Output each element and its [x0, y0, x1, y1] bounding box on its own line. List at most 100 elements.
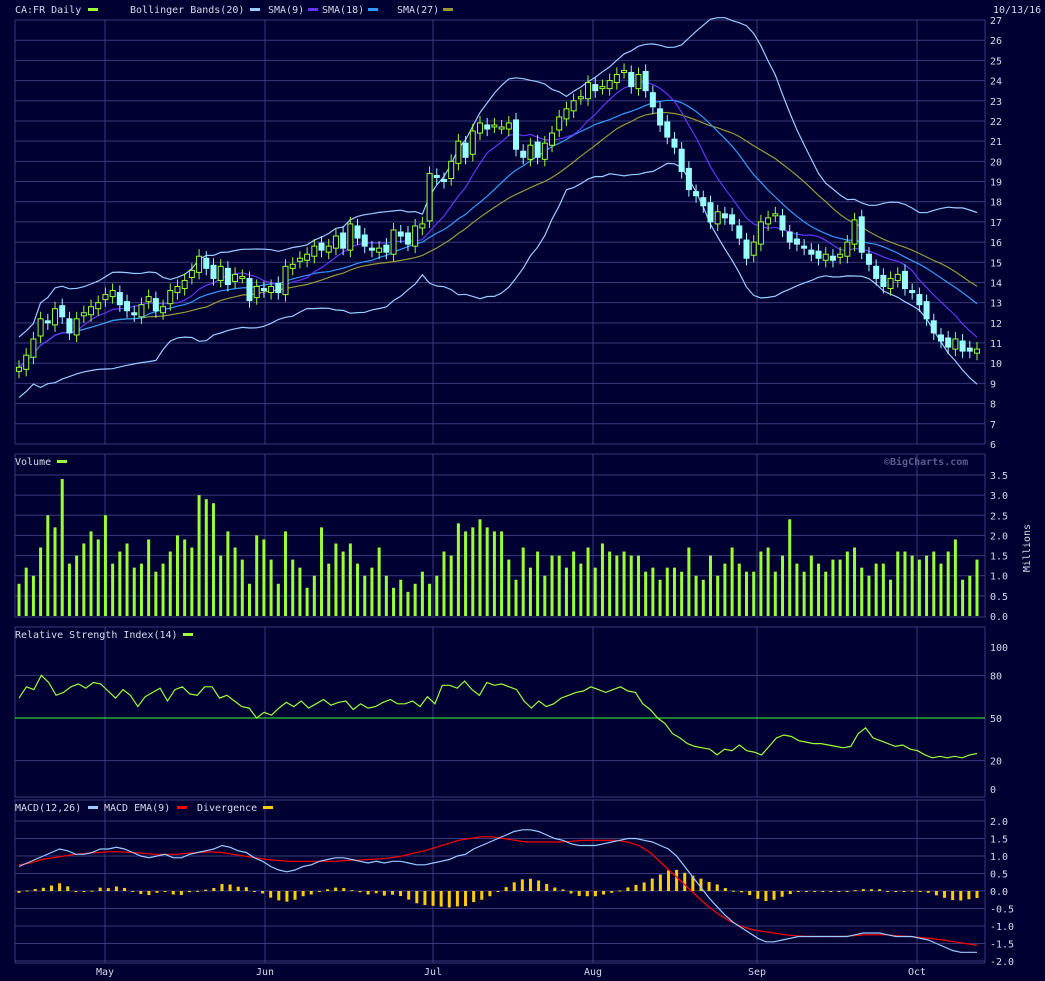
candle-body: [390, 229, 397, 255]
volume-bar: [600, 543, 604, 616]
divergence-bar: [244, 887, 248, 891]
candle-body: [138, 304, 145, 318]
volume-bar: [471, 527, 475, 616]
divergence-bar: [675, 869, 679, 891]
divergence-bar: [163, 891, 167, 892]
divergence-bar: [204, 889, 208, 891]
divergence-bar: [464, 891, 468, 907]
volume-bar: [853, 547, 857, 616]
divergence-bar: [187, 891, 191, 893]
volume-bar: [579, 563, 583, 616]
volume-bar: [312, 575, 316, 616]
volume-bars: [17, 479, 979, 616]
divergence-bar: [33, 889, 37, 891]
volume-bar: [636, 555, 640, 616]
divergence-bar: [593, 891, 597, 897]
candle-body: [937, 334, 944, 342]
volume-bar: [629, 555, 633, 616]
y-tick-label: 2.0: [990, 817, 1008, 828]
volume-bar: [867, 575, 871, 616]
divergence-bar: [488, 891, 492, 897]
y-tick-label: 17: [990, 218, 1002, 229]
divergence-bar: [610, 891, 614, 893]
volume-bar: [665, 567, 669, 616]
candle-body: [570, 100, 577, 112]
macd-legend-ema: MACD EMA(9): [104, 803, 170, 814]
date-label: 10/13/16: [993, 5, 1041, 16]
volume-bar: [240, 559, 244, 616]
divergence-bar: [131, 890, 135, 892]
candle-body: [865, 253, 872, 265]
volume-bar: [615, 555, 619, 616]
candle-body: [124, 301, 131, 312]
divergence-bar: [910, 890, 914, 892]
volume-bar: [456, 523, 460, 616]
y-tick-label: 24: [990, 77, 1002, 88]
y-tick-label: 3.5: [990, 471, 1008, 482]
candle-body: [743, 239, 750, 259]
divergence-bar: [805, 891, 809, 892]
candle-body: [894, 273, 901, 281]
divergence-bar: [366, 891, 370, 895]
divergence-bar: [504, 887, 508, 891]
volume-panel: Volume ©BigCharts.com Millions 3.5 3.0 2.5…: [14, 453, 1033, 623]
divergence-bar: [423, 891, 427, 906]
divergence-bar: [147, 891, 151, 895]
volume-bar: [586, 547, 590, 616]
candle-body: [815, 250, 822, 259]
y-tick-label: 0.0: [990, 612, 1008, 623]
y-tick-label: 26: [990, 36, 1002, 47]
divergence-bar: [537, 880, 541, 891]
divergence-bar: [715, 884, 719, 891]
candle-body: [462, 142, 469, 158]
volume-bar: [413, 583, 417, 616]
candle-body: [592, 84, 599, 92]
panel-frame: [14, 799, 986, 964]
legend-symbol: CA:FR Daily: [15, 5, 81, 16]
volume-bar: [204, 499, 208, 616]
rsi-series: [18, 674, 978, 759]
candle-body: [786, 231, 793, 243]
divergence-bar: [975, 891, 979, 898]
x-axis: May Jun Jul Aug Sep Oct: [96, 967, 926, 978]
candle-body: [440, 179, 447, 183]
divergence-bar: [829, 891, 833, 892]
volume-bar: [428, 583, 432, 616]
volume-bar: [975, 559, 979, 616]
y-tick-label: 21: [990, 137, 1002, 148]
candle-body: [102, 294, 109, 301]
candle-body: [224, 267, 231, 285]
candle-body: [448, 160, 455, 179]
price-legend: CA:FR Daily Bollinger Bands(20) SMA(9) S…: [15, 5, 1041, 16]
volume-bar: [262, 539, 266, 616]
legend-bollinger: Bollinger Bands(20): [130, 5, 244, 16]
divergence-bar: [399, 891, 403, 896]
candle-body: [671, 138, 678, 148]
volume-bar: [557, 555, 561, 616]
volume-bar: [802, 571, 806, 616]
volume-bar: [356, 563, 360, 616]
candle-body: [347, 223, 354, 251]
candle-body: [837, 253, 844, 258]
volume-bar: [543, 575, 547, 616]
y-tick-label: 1.5: [990, 835, 1008, 846]
divergence-bar: [869, 889, 873, 891]
candle-body: [808, 249, 815, 255]
divergence-bar: [731, 890, 735, 892]
candle-body: [268, 286, 275, 294]
price-grid: [14, 19, 986, 445]
macd-legend-macd: MACD(12,26): [15, 803, 81, 814]
divergence-bar: [626, 887, 630, 891]
divergence-bar: [642, 882, 646, 891]
sma27-line: [18, 111, 978, 368]
candle-body: [160, 306, 167, 314]
legend-symbol-swatch: [88, 8, 98, 11]
y-tick-label: 25: [990, 56, 1002, 67]
volume-bar: [694, 575, 698, 616]
candle-body: [304, 253, 311, 261]
volume-bar: [420, 571, 424, 616]
divergence-bar: [756, 891, 760, 899]
volume-bar: [925, 555, 929, 616]
candle-body: [354, 225, 361, 239]
divergence-bar: [545, 884, 549, 891]
